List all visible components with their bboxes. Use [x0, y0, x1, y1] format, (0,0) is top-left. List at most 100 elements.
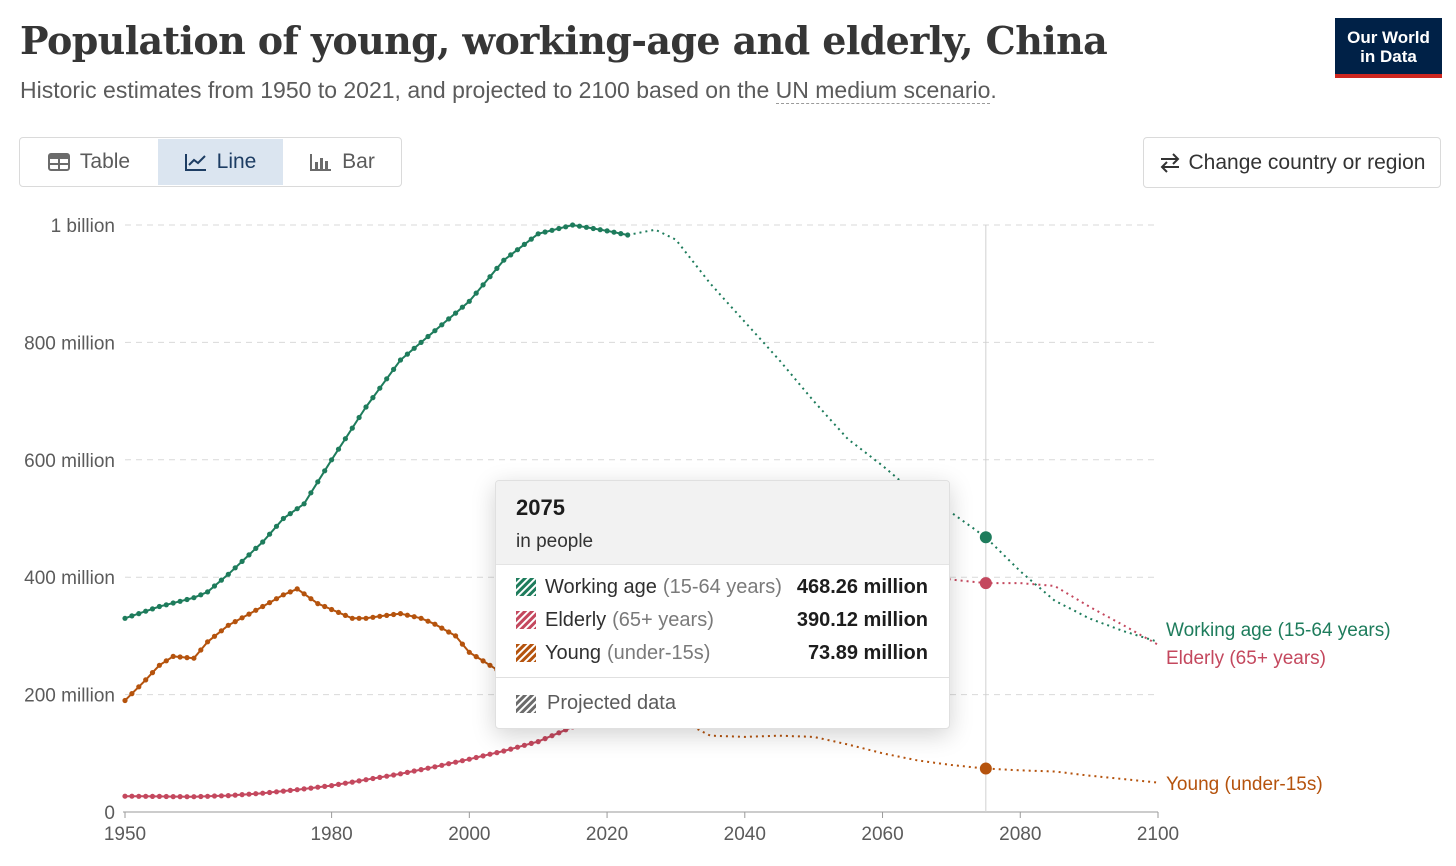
data-point [294, 787, 300, 793]
data-point [315, 479, 321, 485]
data-point [287, 510, 293, 517]
x-tick-label: 2000 [448, 824, 490, 845]
data-point [597, 227, 603, 233]
data-point [280, 788, 286, 794]
x-tick-label: 2020 [586, 824, 628, 845]
data-point [528, 740, 534, 747]
un-scenario-link[interactable]: UN medium scenario [775, 77, 991, 104]
data-point [487, 662, 493, 668]
data-point [198, 592, 204, 598]
data-point [191, 595, 197, 601]
data-point [363, 777, 369, 783]
tab-line[interactable]: Line [158, 139, 283, 185]
data-point [411, 345, 417, 351]
data-point [156, 662, 162, 668]
row-range: (65+ years) [612, 608, 714, 631]
change-country-label: Change country or region [1188, 150, 1426, 174]
x-tick-label: 2060 [861, 824, 903, 845]
data-point [205, 793, 211, 799]
data-point [363, 615, 369, 621]
data-point [232, 565, 238, 571]
data-point [149, 606, 156, 612]
series-line-projected[interactable] [627, 682, 1159, 784]
tab-table[interactable]: Table [21, 139, 157, 185]
data-point [432, 328, 438, 334]
data-point [618, 231, 624, 237]
data-point [239, 558, 245, 565]
data-point [260, 539, 266, 545]
row-range: (15-64 years) [662, 575, 782, 598]
tooltip-unit: in people [516, 531, 594, 552]
data-point [280, 592, 286, 598]
data-point [432, 764, 438, 770]
data-point [370, 614, 376, 620]
line-label[interactable]: Elderly (65+ years) [1166, 648, 1326, 669]
data-point [136, 611, 142, 617]
row-name: Working age [545, 575, 657, 598]
data-point [439, 625, 445, 631]
data-point [211, 633, 218, 639]
data-point [308, 785, 314, 791]
data-point [570, 222, 576, 228]
subtitle: Historic estimates from 1950 to 2021, an… [20, 77, 997, 104]
data-point [480, 753, 486, 759]
data-point [342, 436, 348, 442]
data-point [521, 742, 528, 748]
data-point [170, 600, 176, 606]
data-point [301, 786, 307, 792]
y-tick-label: 0 [104, 803, 115, 824]
data-point [459, 758, 465, 764]
data-point [122, 697, 128, 704]
data-point [246, 611, 252, 617]
data-point [198, 647, 204, 653]
projected-label: Projected data [547, 692, 676, 714]
data-point [453, 310, 459, 316]
x-tick-label: 2040 [724, 824, 766, 845]
data-point [218, 793, 224, 799]
swap-arrows-icon [1160, 152, 1179, 173]
data-point [535, 739, 541, 745]
line-label[interactable]: Young (under-15s) [1166, 774, 1323, 795]
data-point [480, 282, 486, 288]
data-point [397, 357, 404, 363]
y-tick-label: 600 million [24, 451, 115, 472]
change-country-button[interactable]: Change country or region [1143, 137, 1441, 188]
data-point [184, 794, 190, 800]
tab-bar[interactable]: Bar [284, 139, 401, 185]
data-point [143, 793, 149, 799]
data-point [163, 602, 169, 608]
data-point [349, 425, 355, 431]
y-gridlines [125, 224, 1155, 696]
data-point [129, 691, 135, 697]
subtitle-end: . [990, 77, 997, 103]
data-point [473, 290, 479, 296]
data-point [267, 789, 273, 796]
data-point [136, 793, 142, 799]
data-point [239, 615, 245, 621]
data-point [446, 629, 452, 635]
data-point [508, 746, 514, 752]
series-line-projected[interactable] [627, 228, 1159, 643]
data-point [418, 339, 424, 345]
data-point [384, 612, 390, 619]
data-point [253, 545, 259, 552]
data-point [514, 247, 521, 253]
data-point [260, 603, 266, 610]
data-point [384, 376, 390, 382]
data-point [335, 446, 342, 452]
data-point [322, 468, 328, 474]
line-label[interactable]: Working age (15-64 years) [1166, 620, 1391, 641]
data-point [342, 612, 348, 619]
data-point [329, 457, 335, 463]
data-point [487, 751, 493, 757]
view-tabs: Table Line Bar [19, 137, 402, 187]
data-point [625, 232, 631, 238]
owid-logo[interactable]: Our World in Data [1335, 18, 1442, 78]
hatch-swatch-icon [516, 644, 536, 662]
data-point [122, 615, 128, 621]
data-point [322, 783, 328, 790]
data-point [267, 531, 273, 537]
data-point [404, 769, 410, 776]
data-point [391, 772, 397, 778]
